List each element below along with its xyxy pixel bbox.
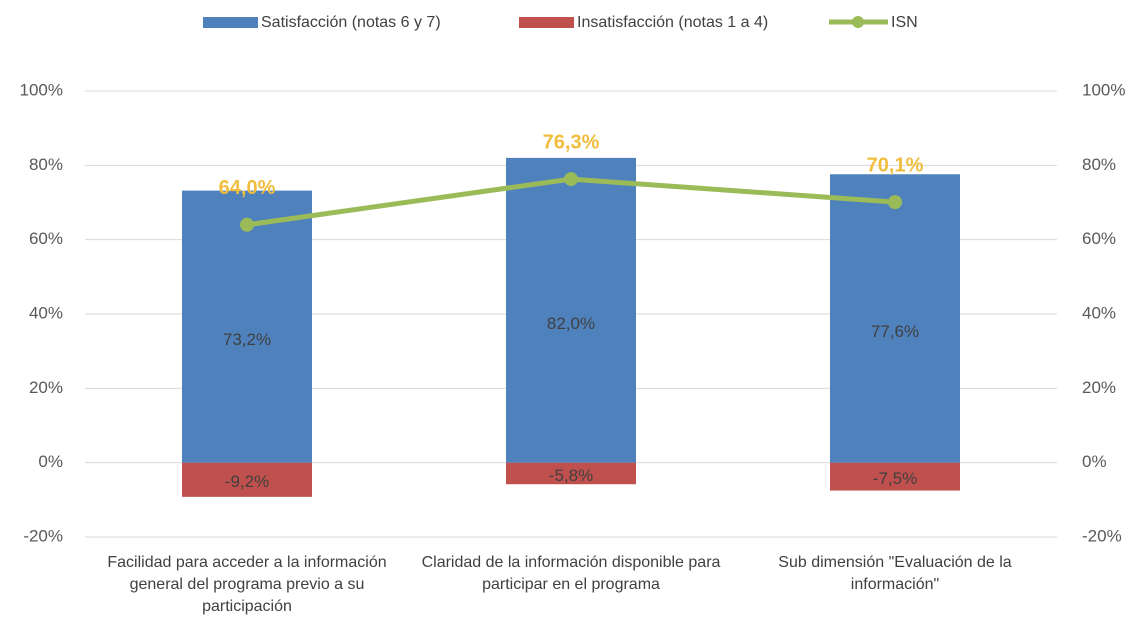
y2-tick-label: 60% bbox=[1082, 229, 1116, 248]
bar bbox=[830, 462, 960, 491]
legend-marker bbox=[852, 16, 864, 28]
value-label: 77,6% bbox=[871, 322, 919, 341]
y-tick-label: -20% bbox=[23, 526, 63, 545]
x-tick-label: Claridad de la información disponible pa… bbox=[421, 554, 721, 593]
x-tick-label: Sub dimensión "Evaluación de la informac… bbox=[778, 554, 1012, 593]
bar bbox=[506, 157, 636, 463]
legend-swatch bbox=[519, 17, 574, 28]
line-marker bbox=[240, 217, 254, 232]
line-marker bbox=[564, 172, 578, 187]
value-label: -5,8% bbox=[549, 466, 593, 485]
y2-tick-label: 40% bbox=[1082, 303, 1116, 322]
legend-label: Satisfacción (notas 6 y 7) bbox=[261, 14, 441, 31]
value-label: 82,0% bbox=[547, 314, 595, 333]
y-tick-label: 20% bbox=[29, 378, 63, 397]
bar bbox=[182, 190, 312, 463]
value-label: -7,5% bbox=[873, 469, 917, 488]
y2-tick-label: 0% bbox=[1082, 452, 1107, 471]
bar bbox=[830, 174, 960, 463]
y-tick-label: 60% bbox=[29, 229, 63, 248]
value-label: 73,2% bbox=[223, 330, 271, 349]
y-tick-label: 100% bbox=[20, 80, 63, 99]
y2-tick-label: 20% bbox=[1082, 378, 1116, 397]
y2-tick-label: 100% bbox=[1082, 80, 1125, 99]
bar bbox=[182, 462, 312, 497]
value-label: 64,0% bbox=[219, 177, 276, 199]
bar bbox=[506, 462, 636, 485]
y2-tick-label: 80% bbox=[1082, 155, 1116, 174]
legend-label: Insatisfacción (notas 1 a 4) bbox=[577, 14, 768, 31]
x-tick-label: Facilidad para acceder a la información … bbox=[107, 554, 387, 615]
y-tick-label: 40% bbox=[29, 303, 63, 322]
y2-tick-label: -20% bbox=[1082, 526, 1122, 545]
value-label: 76,3% bbox=[543, 131, 600, 153]
y-tick-label: 0% bbox=[38, 452, 63, 471]
line-marker bbox=[888, 195, 902, 210]
y-tick-label: 80% bbox=[29, 155, 63, 174]
value-label: 70,1% bbox=[867, 154, 924, 176]
legend-swatch bbox=[203, 17, 258, 28]
value-label: -9,2% bbox=[225, 472, 269, 491]
legend-label: ISN bbox=[891, 14, 918, 31]
